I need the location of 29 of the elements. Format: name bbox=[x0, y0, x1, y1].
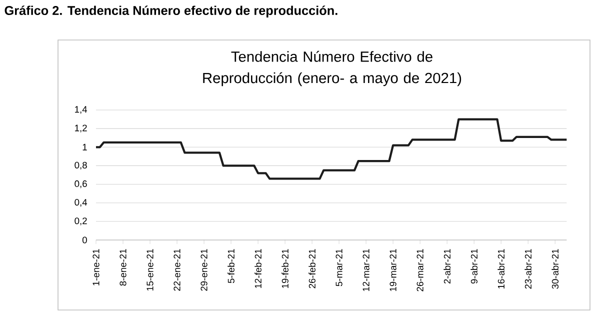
chart-subtitle: Tendencia Número Efectivo de Reproducción (enero- a mayo de 2021) bbox=[203, 50, 462, 86]
chart-title: Gráfico 2. Tendencia Número efectivo de reproducción. bbox=[4, 6, 338, 18]
x-tick-label: 23-abr-21 bbox=[524, 249, 532, 289]
x-tick-label: 19-feb-21 bbox=[282, 249, 288, 288]
x-tick-label: 19-mar-21 bbox=[390, 249, 396, 292]
x-tick-label: 5-mar-21 bbox=[336, 249, 342, 286]
x-tick-label: 9-abr-21 bbox=[470, 249, 478, 284]
x-tick-label: 26-mar-21 bbox=[416, 249, 424, 292]
x-tick-label: 8-ene-21 bbox=[120, 249, 126, 286]
y-tick-label: 0,2 bbox=[74, 218, 87, 226]
y-tick-label: 0,4 bbox=[74, 199, 88, 207]
line-series bbox=[94, 118, 568, 180]
x-tick-label: 29-ene-21 bbox=[200, 249, 208, 291]
y-tick-label: 1,2 bbox=[75, 124, 87, 132]
x-tick-label: 16-abr-21 bbox=[498, 249, 504, 288]
x-tick-label: 12-feb-21 bbox=[254, 249, 262, 288]
y-tick-label: 0,8 bbox=[74, 162, 87, 170]
x-tick-label: 12-mar-21 bbox=[362, 249, 370, 292]
x-tick-label: 5-feb-21 bbox=[228, 249, 234, 284]
y-tick-label: 0 bbox=[82, 236, 87, 244]
y-tick-label: 0,6 bbox=[74, 180, 87, 188]
y-tick-label: 1 bbox=[82, 144, 87, 150]
x-tick-label: 22-ene-21 bbox=[174, 249, 180, 291]
x-tick-label: 1-ene-21 bbox=[92, 249, 100, 286]
x-tick-label: 15-ene-21 bbox=[146, 249, 154, 291]
y-tick-label: 1,4 bbox=[75, 106, 88, 114]
x-tick-label: 2-abr-21 bbox=[444, 249, 450, 284]
x-tick-label: 30-abr-21 bbox=[552, 249, 559, 289]
x-tick-label: 26-feb-21 bbox=[308, 249, 316, 288]
